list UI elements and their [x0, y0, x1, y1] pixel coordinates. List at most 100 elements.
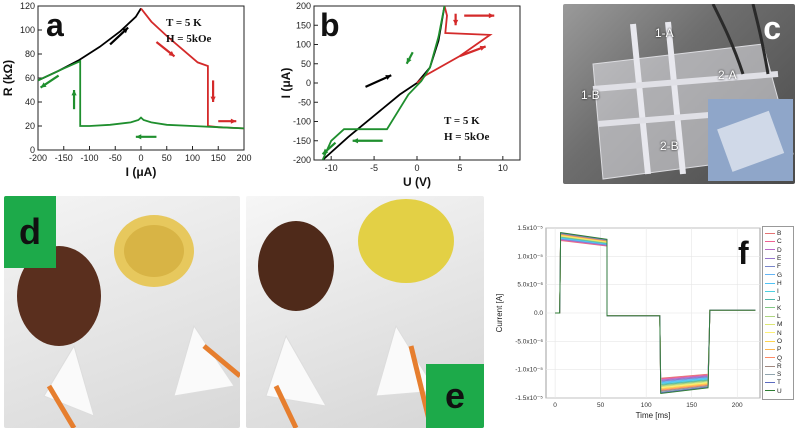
- sample-illustration-e: [258, 199, 454, 428]
- panel-f: 0 50 100 150 200 -1.5x10⁻⁵ -1.0x10⁻⁵ -5.0x10⁻⁶ 0…: [490, 208, 796, 428]
- x-tick-label: -50: [109, 153, 122, 163]
- arrow-red-2-head: [488, 13, 495, 19]
- legend-item: F: [765, 263, 781, 271]
- legend-label: J: [777, 296, 781, 304]
- chart-a: -200 -150 -100 -50 0 50 100 150 200 0 20 40 60 80 100 1…: [1, 1, 252, 179]
- legend-item: J: [765, 296, 780, 304]
- y-tick-label: 1.5x10⁻⁵: [517, 225, 543, 232]
- legend-swatch: [765, 340, 775, 342]
- y-tick-label: 20: [25, 121, 35, 131]
- legend-label: R: [777, 362, 782, 370]
- y-tick-label: -150: [293, 136, 311, 146]
- legend-label: F: [777, 263, 781, 271]
- legend-label: B: [777, 230, 782, 237]
- legend-label: P: [777, 346, 782, 354]
- arrow-red-3-head: [479, 45, 486, 51]
- legend-swatch: [765, 265, 775, 267]
- x-tick-label: -5: [370, 163, 378, 173]
- y-tick-label: -100: [293, 117, 311, 127]
- y-tick-label: 5.0x10⁻⁶: [517, 282, 543, 289]
- series-line-U: [555, 231, 756, 395]
- y-axis-label: R (kΩ): [1, 60, 15, 96]
- panel-c-photo: 1-A 2-A 1-B 2-B c: [563, 4, 795, 184]
- legend-swatch: [765, 299, 775, 301]
- legend-label: C: [777, 238, 782, 246]
- panel-a: -200 -150 -100 -50 0 50 100 150 200 0 20 40 60 80 100 1…: [0, 0, 260, 180]
- legend-item: O: [765, 338, 782, 346]
- x-tick-label: -150: [55, 153, 73, 163]
- legend-item: L: [765, 313, 781, 321]
- legend-item: K: [765, 305, 781, 313]
- y-axis-label: Current [A]: [495, 294, 504, 333]
- arrow-green-1-head: [135, 134, 142, 140]
- chart-f: 0 50 100 150 200 -1.5x10⁻⁵ -1.0x10⁻⁵ -5.0x10⁻⁶ 0…: [495, 225, 761, 420]
- y-tick-label: -200: [293, 155, 311, 165]
- legend-swatch: [765, 241, 775, 243]
- legend-label: D: [777, 246, 782, 254]
- legend-label: I: [777, 288, 779, 296]
- y-tick-label: 0.0: [534, 310, 543, 317]
- legend-swatch: [765, 373, 775, 375]
- x-axis-label: U (V): [403, 175, 431, 189]
- legend-swatch: [765, 324, 775, 326]
- legend-label: E: [777, 254, 782, 262]
- legend-label: G: [777, 271, 783, 279]
- legend-swatch: [765, 332, 775, 334]
- arrow-red-2-head: [210, 96, 216, 102]
- x-axis-label: I (μA): [126, 165, 157, 179]
- x-tick-label: 100: [185, 153, 200, 163]
- legend-label: S: [777, 371, 782, 379]
- y-tick-label: 100: [20, 25, 35, 35]
- legend-label: L: [777, 313, 781, 320]
- panel-label-c: c: [763, 10, 781, 46]
- arrow-green-1-head: [406, 57, 412, 64]
- panel-label-b: b: [320, 7, 340, 43]
- legend-swatch: [765, 232, 775, 234]
- panel-label-f: f: [738, 235, 749, 271]
- legend-swatch: [765, 365, 775, 367]
- arrow-green-2-head: [352, 138, 359, 144]
- panel-e-photo: e: [246, 196, 484, 428]
- x-tick-label: 200: [236, 153, 251, 163]
- panel-label-a: a: [46, 7, 64, 43]
- y-tick-label: -1.5x10⁻⁵: [515, 395, 543, 402]
- annotation-temperature: T = 5 K: [166, 17, 202, 29]
- plot-frame: [37, 5, 245, 151]
- panel-d-photo: d: [4, 196, 240, 428]
- arrow-black-head: [385, 75, 392, 80]
- x-tick-label: 50: [162, 153, 172, 163]
- x-tick-label: -200: [29, 153, 47, 163]
- series-line-2: [37, 59, 245, 130]
- annotation-field: H = 5kOe: [444, 131, 489, 143]
- legend-item: C: [765, 238, 782, 246]
- callout-2a: 2-A: [718, 68, 737, 82]
- y-tick-label: -50: [298, 97, 311, 107]
- legend-item: R: [765, 363, 782, 371]
- legend-item: T: [765, 379, 781, 387]
- y-tick-label: 80: [25, 49, 35, 59]
- legend-item: U: [765, 388, 782, 396]
- arrow-red-1-head: [453, 19, 459, 26]
- arrow-green-3-head: [322, 148, 329, 155]
- x-tick-label: 100: [641, 402, 652, 409]
- x-tick-label: 0: [138, 153, 143, 163]
- x-tick-label: 0: [553, 402, 557, 409]
- panel-label-e: e: [426, 364, 484, 428]
- legend-swatch: [765, 274, 775, 276]
- y-tick-label: 40: [25, 97, 35, 107]
- legend-swatch: [765, 290, 775, 292]
- legend-item: D: [765, 247, 782, 255]
- arrow-red-3-head: [230, 118, 237, 124]
- y-tick-label: 200: [296, 1, 311, 11]
- legend-item: P: [765, 346, 781, 354]
- legend-swatch: [765, 257, 775, 259]
- legend-item: I: [765, 288, 779, 296]
- legend-item: Q: [765, 355, 782, 363]
- y-tick-label: -5.0x10⁻⁶: [515, 338, 543, 345]
- legend-item: G: [765, 272, 782, 280]
- legend-label: U: [777, 387, 782, 395]
- legend-swatch: [765, 348, 775, 350]
- arrow-red-1-head: [168, 50, 175, 57]
- legend-item: N: [765, 330, 782, 338]
